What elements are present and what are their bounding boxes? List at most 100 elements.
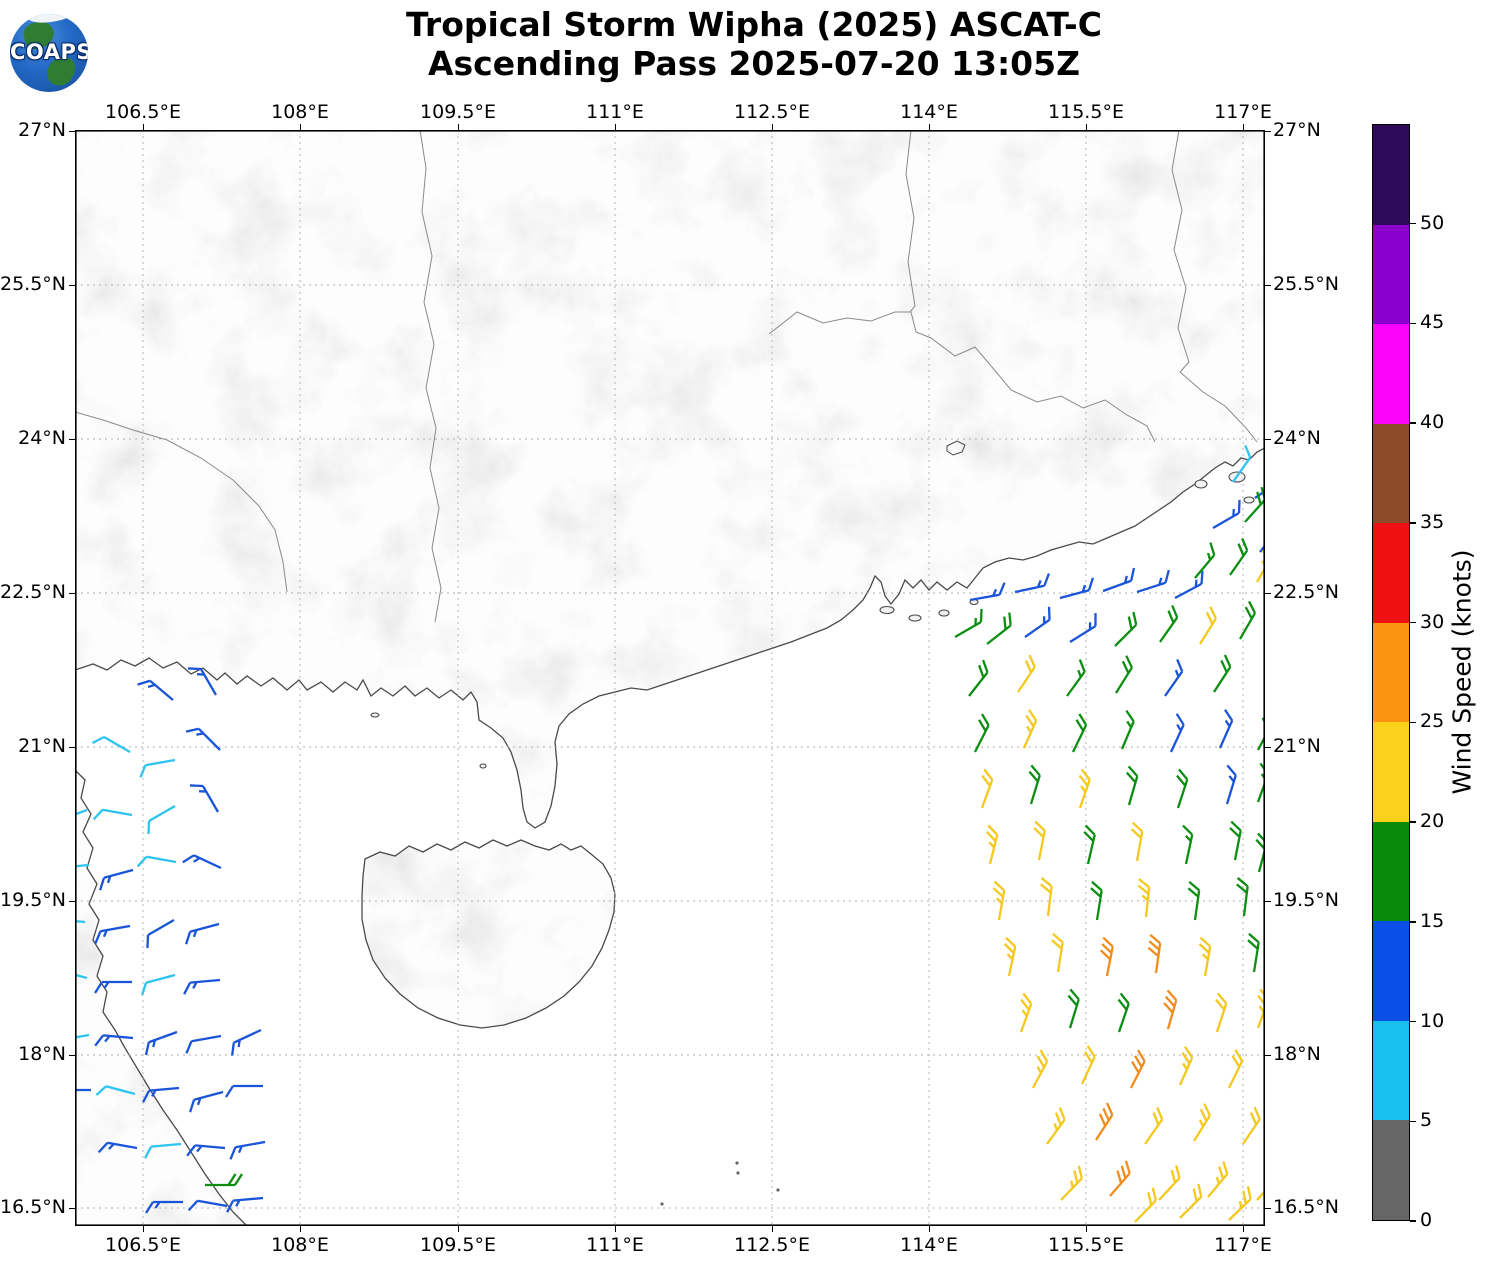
colorbar-segment-15-20 bbox=[1373, 821, 1409, 922]
y-axis-label-right: 19.5°N bbox=[1273, 889, 1340, 911]
y-axis-label-left: 18°N bbox=[18, 1043, 66, 1065]
x-axis-label-top: 117°E bbox=[1214, 101, 1272, 123]
wind-barb bbox=[1117, 992, 1130, 1033]
x-tickmark-top bbox=[772, 124, 774, 130]
wind-barb bbox=[1158, 1165, 1181, 1201]
wind-barb bbox=[1169, 713, 1185, 753]
x-axis-label-top: 115.5°E bbox=[1048, 101, 1124, 123]
wind-barb bbox=[1136, 569, 1170, 594]
wind-barb bbox=[95, 1085, 136, 1096]
wind-barb bbox=[1147, 933, 1162, 974]
wind-barb bbox=[205, 1173, 243, 1187]
wind-barb bbox=[1099, 936, 1114, 977]
wind-barb bbox=[1198, 936, 1212, 977]
logo-text: COAPS bbox=[10, 40, 88, 64]
colorbar-segment-25-30 bbox=[1373, 622, 1409, 723]
wind-barb bbox=[229, 1140, 266, 1160]
y-axis-label-left: 19.5°N bbox=[0, 889, 67, 911]
wind-barb bbox=[147, 805, 176, 835]
x-tickmark-bottom bbox=[300, 1226, 302, 1232]
colorbar-tickmark bbox=[1410, 522, 1416, 524]
wind-barb bbox=[1144, 1106, 1164, 1145]
wind-barb bbox=[97, 1141, 138, 1154]
wind-barb bbox=[985, 824, 999, 865]
wind-barb bbox=[189, 1090, 224, 1113]
wind-barb bbox=[1083, 824, 1096, 865]
wind-barb bbox=[1174, 570, 1204, 600]
wind-barb bbox=[75, 863, 90, 880]
x-tickmark-bottom bbox=[772, 1226, 774, 1232]
wind-barb bbox=[225, 1084, 263, 1098]
y-tickmark-left bbox=[69, 1055, 75, 1057]
x-tickmark-top bbox=[300, 124, 302, 130]
wind-barb bbox=[99, 868, 134, 891]
wind-barb bbox=[1102, 567, 1136, 593]
y-axis-label-left: 25.5°N bbox=[0, 273, 67, 295]
wind-barb bbox=[1069, 613, 1097, 643]
wind-barb bbox=[1247, 932, 1260, 973]
wind-barb bbox=[1040, 877, 1053, 917]
wind-barb bbox=[1225, 764, 1237, 805]
colorbar-segment-35-40 bbox=[1373, 423, 1409, 524]
wind-barb bbox=[1014, 573, 1050, 594]
wind-barb bbox=[189, 784, 219, 813]
wind-barb bbox=[1215, 992, 1228, 1033]
x-axis-label-bottom: 111°E bbox=[586, 1234, 644, 1256]
x-axis-label-bottom: 109.5°E bbox=[420, 1234, 496, 1256]
wind-barb bbox=[1194, 542, 1216, 579]
wind-barb bbox=[1236, 877, 1249, 917]
wind-barb bbox=[969, 582, 1006, 602]
y-tickmark-left bbox=[69, 439, 75, 441]
colorbar-segment-20-25 bbox=[1373, 722, 1409, 822]
wind-barb bbox=[94, 924, 131, 944]
wind-barb bbox=[94, 1034, 134, 1047]
x-tickmark-top bbox=[615, 124, 617, 130]
wind-barb bbox=[954, 608, 983, 638]
wind-barb bbox=[1003, 936, 1017, 977]
wind-barb bbox=[145, 1200, 183, 1214]
colorbar-tickmark bbox=[1410, 821, 1416, 823]
wind-barb bbox=[1256, 1164, 1265, 1201]
wind-barb bbox=[1213, 654, 1232, 693]
colorbar-segment-45-50 bbox=[1373, 224, 1409, 325]
map-svg bbox=[75, 130, 1265, 1226]
x-tickmark-top bbox=[1243, 124, 1245, 130]
y-axis-label-right: 21°N bbox=[1273, 735, 1321, 757]
wind-barb bbox=[1242, 1106, 1261, 1145]
y-axis-label-left: 27°N bbox=[18, 119, 66, 141]
colorbar-tick-label: 0 bbox=[1420, 1209, 1433, 1231]
colorbar-tickmark bbox=[1410, 721, 1416, 724]
colorbar-tickmark bbox=[1410, 422, 1416, 424]
colorbar-segment-30-35 bbox=[1373, 523, 1409, 623]
x-axis-label-top: 114°E bbox=[900, 101, 958, 123]
x-axis-label-bottom: 114°E bbox=[900, 1234, 958, 1256]
colorbar-tickmark bbox=[1410, 223, 1416, 225]
y-axis-label-right: 24°N bbox=[1273, 427, 1321, 449]
wind-barb bbox=[1187, 880, 1201, 921]
title-line-2: Ascending Pass 2025-07-20 13:05Z bbox=[427, 43, 1081, 83]
lat-lon-gridlines bbox=[75, 130, 1265, 1226]
wind-barb bbox=[92, 808, 133, 821]
wind-barb bbox=[137, 679, 174, 701]
wind-barb bbox=[1080, 1045, 1096, 1085]
wind-barb bbox=[1134, 1187, 1157, 1223]
colorbar bbox=[1372, 124, 1410, 1221]
wind-barb bbox=[986, 612, 1012, 645]
wind-barb bbox=[992, 880, 1006, 921]
y-tickmark-left bbox=[69, 1208, 75, 1210]
wind-barb bbox=[75, 1033, 90, 1053]
wind-barb bbox=[1164, 658, 1184, 697]
wind-barb bbox=[1229, 820, 1242, 861]
x-axis-label-top: 112.5°E bbox=[734, 101, 810, 123]
wind-barb bbox=[75, 808, 88, 828]
y-tickmark-right bbox=[1265, 439, 1271, 441]
wind-barb bbox=[1125, 765, 1139, 806]
wind-barb bbox=[1207, 1161, 1229, 1198]
wind-barb bbox=[1059, 577, 1094, 600]
wind-barb bbox=[1229, 537, 1249, 576]
wind-barb bbox=[185, 727, 221, 751]
wind-barb bbox=[1212, 499, 1241, 529]
colorbar-tick-label: 20 bbox=[1420, 810, 1445, 833]
wind-barb bbox=[187, 667, 217, 696]
